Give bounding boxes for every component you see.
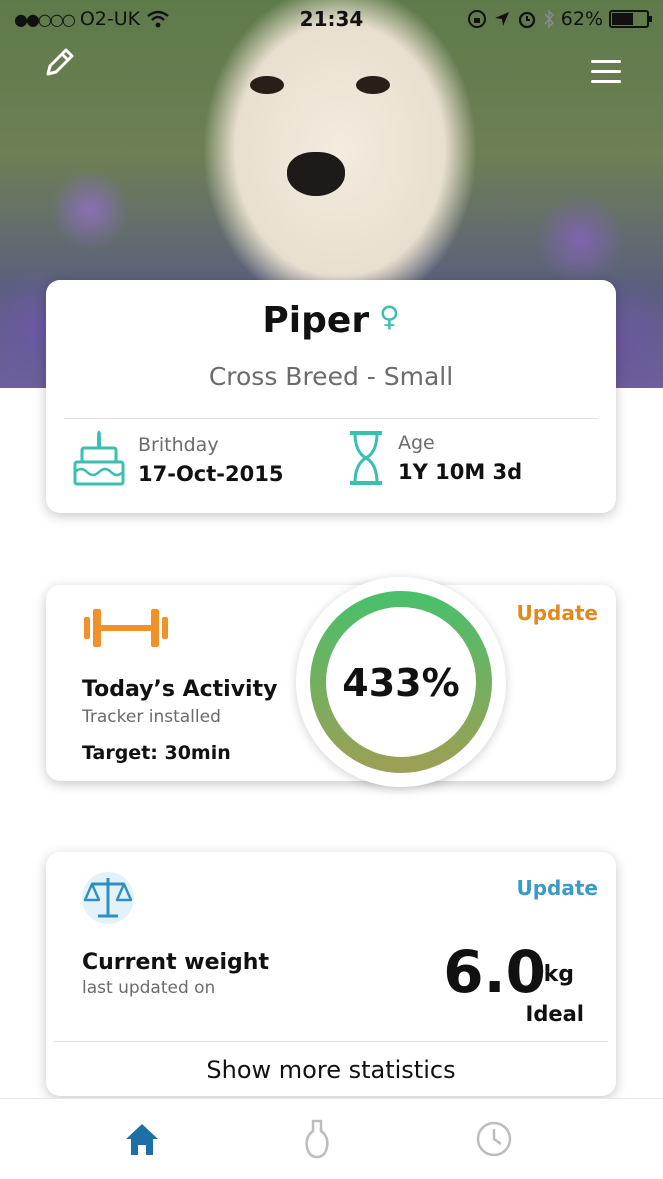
activity-progress-ring[interactable]: 433% [296, 577, 506, 787]
birthday-value: 17-Oct-2015 [138, 462, 284, 486]
location-arrow-icon [494, 12, 509, 26]
pet-name-row: Piper ♀ [46, 300, 616, 341]
activity-subtitle: Tracker installed [82, 707, 221, 727]
age-label: Age [398, 432, 435, 454]
home-icon [126, 1124, 158, 1155]
weight-subtitle: last updated on [82, 978, 216, 998]
dumbbell-icon [84, 609, 168, 647]
wifi-icon [147, 10, 169, 28]
status-bar: ●●○○○ O2-UK 21:34 62% [0, 0, 663, 38]
progress-ring-graphic [310, 591, 492, 773]
dog-nose [287, 152, 345, 196]
bulb-icon [305, 1119, 329, 1159]
rotation-lock-icon [467, 10, 486, 28]
edit-button[interactable] [40, 42, 80, 82]
weight-card[interactable]: Update Current weight last updated on 6.… [46, 852, 616, 1096]
hourglass-icon [350, 431, 382, 485]
pencil-icon [46, 48, 74, 76]
tab-history[interactable] [472, 1117, 516, 1161]
dog-eye [356, 76, 390, 94]
age-info: Age 1Y 10M 3d [346, 430, 522, 486]
alarm-icon [518, 11, 535, 29]
hamburger-line [591, 70, 621, 73]
bluetooth-icon [544, 9, 554, 29]
weight-update-button[interactable]: Update [516, 876, 599, 900]
birthday-info: Brithday 17-Oct-2015 [72, 430, 283, 490]
show-more-statistics-button[interactable]: Show more statistics [206, 1056, 456, 1084]
activity-title: Today’s Activity [82, 677, 278, 702]
battery-icon [609, 10, 652, 28]
menu-button[interactable] [591, 60, 621, 88]
birthday-label: Brithday [138, 434, 219, 456]
signal-dots-icon: ●●○○○ [14, 9, 76, 29]
birthday-cake-icon [73, 430, 125, 486]
tab-tips[interactable] [295, 1117, 339, 1161]
pet-profile-card: Piper ♀ Cross Breed - Small Brithday 17-O… [46, 280, 616, 513]
dog-eye [250, 76, 284, 94]
pet-breed: Cross Breed - Small [208, 362, 454, 391]
divider [64, 418, 598, 419]
activity-target: Target: 30min [82, 742, 231, 764]
balance-scale-icon [82, 872, 134, 924]
activity-update-button[interactable]: Update [516, 601, 599, 625]
pet-name: Piper [262, 300, 370, 341]
tab-home[interactable] [120, 1117, 164, 1161]
weight-status: Ideal [525, 1002, 584, 1026]
hamburger-line [591, 80, 621, 83]
female-icon: ♀ [379, 300, 400, 333]
activity-percent: 433% [342, 661, 460, 705]
age-value: 1Y 10M 3d [398, 460, 523, 484]
weight-title: Current weight [82, 950, 269, 975]
clock-icon [476, 1121, 512, 1157]
battery-percent: 62% [560, 8, 603, 30]
carrier-name: O2-UK [79, 8, 141, 30]
divider [54, 1041, 608, 1042]
hamburger-menu-icon [591, 60, 621, 63]
clock-time: 21:34 [299, 7, 364, 31]
weight-value: 6.0 [443, 938, 546, 1006]
bottom-tab-bar [0, 1098, 663, 1179]
weight-unit: kg [543, 962, 574, 987]
